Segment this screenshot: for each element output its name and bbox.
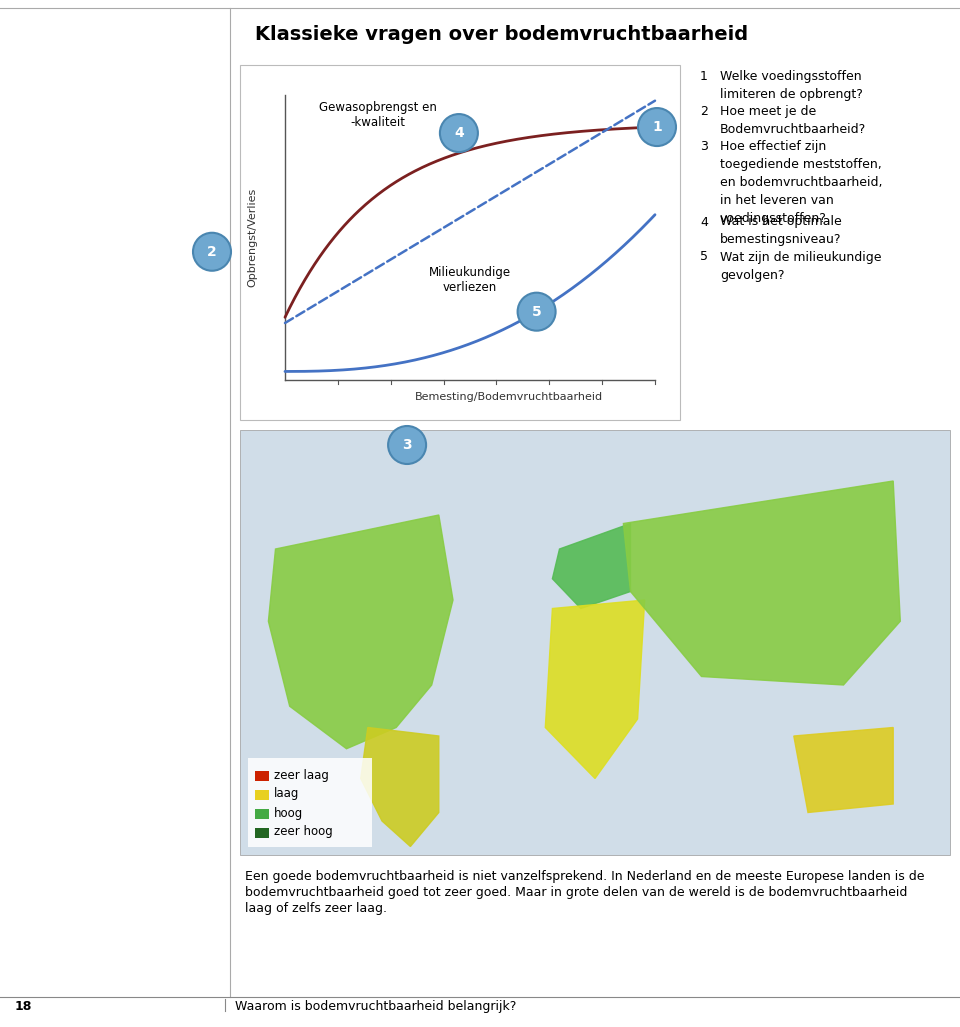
FancyBboxPatch shape xyxy=(255,771,269,781)
Text: 3: 3 xyxy=(402,438,412,452)
Text: 5: 5 xyxy=(532,305,541,318)
Text: Gewasopbrengst en
-kwaliteit: Gewasopbrengst en -kwaliteit xyxy=(319,102,437,129)
Text: Welke voedingsstoffen
limiteren de opbrengt?: Welke voedingsstoffen limiteren de opbre… xyxy=(720,70,863,101)
Polygon shape xyxy=(545,600,645,778)
Text: Milieukundige
verliezen: Milieukundige verliezen xyxy=(429,266,511,295)
Text: zeer laag: zeer laag xyxy=(274,768,329,782)
Polygon shape xyxy=(794,727,893,812)
Text: 5: 5 xyxy=(700,251,708,264)
Text: Hoe meet je de
Bodemvruchtbaarheid?: Hoe meet je de Bodemvruchtbaarheid? xyxy=(720,105,866,136)
Circle shape xyxy=(517,293,556,331)
Text: Hoe effectief zijn
toegediende meststoffen,
en bodemvruchtbaarheid,
in het lever: Hoe effectief zijn toegediende meststoff… xyxy=(720,140,882,225)
Text: Een goede bodemvruchtbaarheid is niet vanzelfsprekend. In Nederland en de meeste: Een goede bodemvruchtbaarheid is niet va… xyxy=(245,870,924,883)
Circle shape xyxy=(388,426,426,464)
Text: bodemvruchtbaarheid goed tot zeer goed. Maar in grote delen van de wereld is de : bodemvruchtbaarheid goed tot zeer goed. … xyxy=(245,886,907,899)
Text: 18: 18 xyxy=(15,1000,33,1013)
Text: 1: 1 xyxy=(652,120,661,135)
Text: 4: 4 xyxy=(700,216,708,228)
Text: 2: 2 xyxy=(207,244,217,259)
FancyBboxPatch shape xyxy=(248,758,372,847)
Polygon shape xyxy=(361,727,439,846)
FancyBboxPatch shape xyxy=(255,809,269,819)
FancyBboxPatch shape xyxy=(240,430,950,855)
Text: Bemesting/Bodemvruchtbaarheid: Bemesting/Bodemvruchtbaarheid xyxy=(415,392,603,402)
Text: laag: laag xyxy=(274,788,300,800)
Circle shape xyxy=(440,114,478,152)
Text: hoog: hoog xyxy=(274,806,303,820)
FancyBboxPatch shape xyxy=(240,65,680,420)
Circle shape xyxy=(638,108,676,146)
Text: Wat zijn de milieukundige
gevolgen?: Wat zijn de milieukundige gevolgen? xyxy=(720,251,881,281)
Polygon shape xyxy=(552,524,631,609)
Text: 2: 2 xyxy=(700,105,708,118)
Text: Opbrengst/Verlies: Opbrengst/Verlies xyxy=(247,188,257,288)
Text: Klassieke vragen over bodemvruchtbaarheid: Klassieke vragen over bodemvruchtbaarhei… xyxy=(255,25,748,44)
Text: Waarom is bodemvruchtbaarheid belangrijk?: Waarom is bodemvruchtbaarheid belangrijk… xyxy=(235,1000,516,1013)
Text: laag of zelfs zeer laag.: laag of zelfs zeer laag. xyxy=(245,902,387,915)
Polygon shape xyxy=(623,481,900,685)
Text: 1: 1 xyxy=(700,70,708,83)
Polygon shape xyxy=(269,515,453,749)
Text: 3: 3 xyxy=(700,140,708,153)
FancyBboxPatch shape xyxy=(255,828,269,838)
Text: 4: 4 xyxy=(454,126,464,140)
FancyBboxPatch shape xyxy=(255,790,269,800)
Circle shape xyxy=(193,233,231,271)
Text: zeer hoog: zeer hoog xyxy=(274,826,333,838)
Text: Wat is het optimale
bemestingsniveau?: Wat is het optimale bemestingsniveau? xyxy=(720,216,842,246)
